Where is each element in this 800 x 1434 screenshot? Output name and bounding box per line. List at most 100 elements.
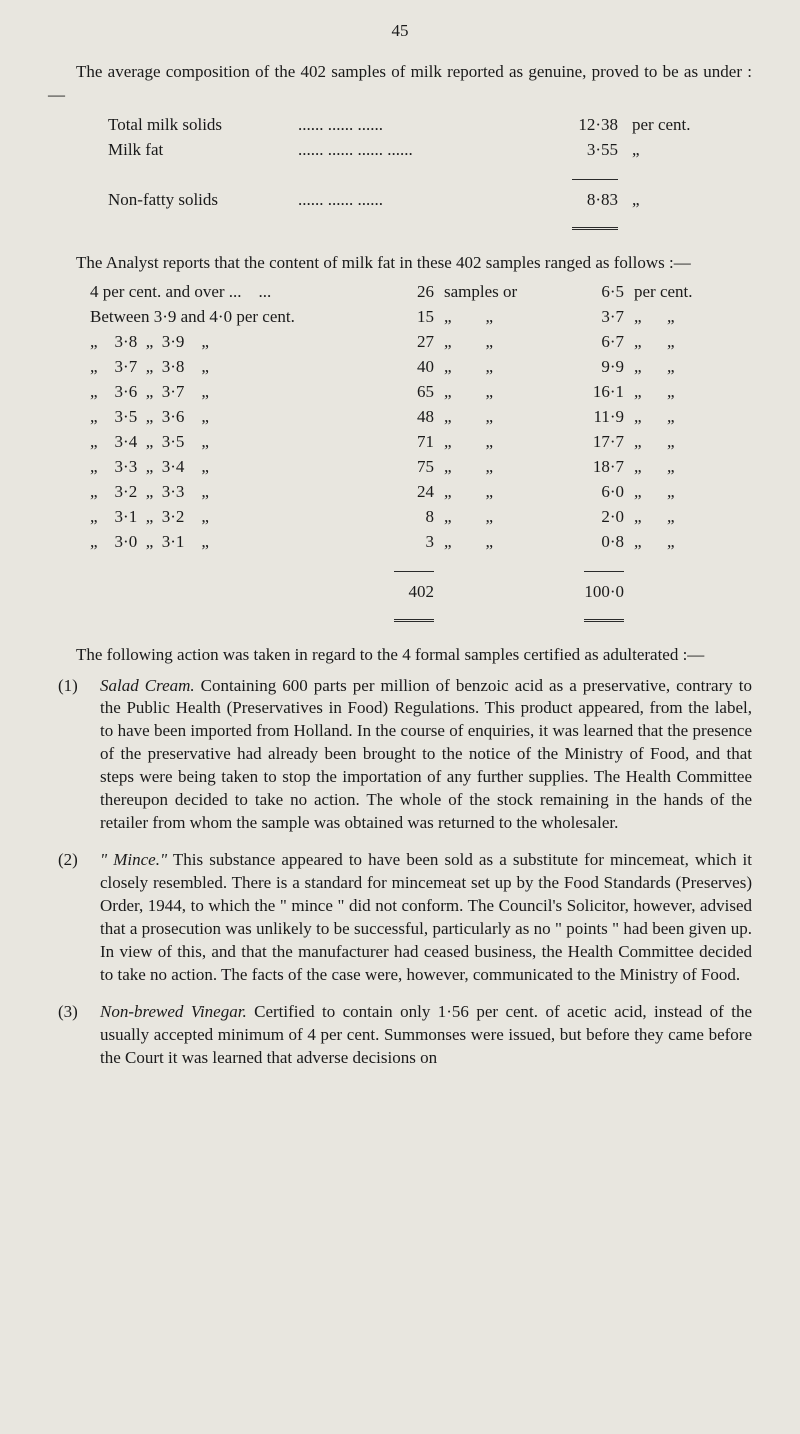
analyst-paragraph: The Analyst reports that the content of … <box>48 252 752 275</box>
comp-dots: ...... ...... ...... <box>298 114 538 137</box>
following-paragraph: The following action was taken in regard… <box>48 644 752 667</box>
fat-sample-count: 40 <box>390 356 434 379</box>
fat-percent: 2·0 <box>564 506 624 529</box>
fat-range: „ 3·8 „ 3·9 „ <box>48 331 390 354</box>
comp-label: Total milk solids <box>48 114 298 137</box>
page: 45 The average composition of the 402 sa… <box>0 0 800 1124</box>
fat-unit: „ „ <box>624 406 744 429</box>
comp-dots: ...... ...... ...... ...... <box>298 139 538 162</box>
fat-total-row: 402 100·0 <box>48 580 752 605</box>
fat-sample-count: 26 <box>390 281 434 304</box>
comp-unit: per cent. <box>618 114 752 137</box>
fat-row: „ 3·3 „ 3·4 „75„ „18·7„ „ <box>48 455 752 480</box>
fat-word: „ „ <box>434 356 564 379</box>
list-title: " Mince." <box>100 850 167 869</box>
fat-word: „ „ <box>434 431 564 454</box>
fat-sample-count: 8 <box>390 506 434 529</box>
fat-word: „ „ <box>434 531 564 554</box>
fat-range: „ 3·2 „ 3·3 „ <box>48 481 390 504</box>
list-item: (2) " Mince." This substance appeared to… <box>48 849 752 987</box>
fat-range: „ 3·4 „ 3·5 „ <box>48 431 390 454</box>
fat-row: „ 3·5 „ 3·6 „48„ „11·9„ „ <box>48 405 752 430</box>
fat-range: „ 3·0 „ 3·1 „ <box>48 531 390 554</box>
list-number: (1) <box>48 675 100 836</box>
fat-unit: „ „ <box>624 381 744 404</box>
fat-row: „ 3·4 „ 3·5 „71„ „17·7„ „ <box>48 430 752 455</box>
fat-word: samples or <box>434 281 564 304</box>
fat-unit: „ „ <box>624 431 744 454</box>
fat-row: „ 3·2 „ 3·3 „24„ „6·0„ „ <box>48 480 752 505</box>
fat-total-pct: 100·0 <box>564 581 624 604</box>
list-body: " Mince." This substance appeared to hav… <box>100 849 752 987</box>
fat-range: „ 3·5 „ 3·6 „ <box>48 406 390 429</box>
fat-total-n: 402 <box>390 581 434 604</box>
fat-percent: 17·7 <box>564 431 624 454</box>
fat-percent: 11·9 <box>564 406 624 429</box>
fat-sample-count: 65 <box>390 381 434 404</box>
fat-unit: „ „ <box>624 481 744 504</box>
fat-percent: 16·1 <box>564 381 624 404</box>
fat-row: „ 3·8 „ 3·9 „27„ „6·7„ „ <box>48 330 752 355</box>
composition-row: Total milk solids ...... ...... ...... 1… <box>48 113 752 138</box>
fat-percent: 9·9 <box>564 356 624 379</box>
list-title: Non-brewed Vinegar. <box>100 1002 247 1021</box>
fat-sample-count: 48 <box>390 406 434 429</box>
fat-percent: 6·0 <box>564 481 624 504</box>
fat-range: Between 3·9 and 4·0 per cent. <box>48 306 390 329</box>
composition-double-rule-row <box>48 213 752 238</box>
list-body: Salad Cream. Containing 600 parts per mi… <box>100 675 752 836</box>
intro-paragraph: The average composition of the 402 sampl… <box>48 61 752 107</box>
page-number: 45 <box>48 20 752 43</box>
fat-percent: 6·5 <box>564 281 624 304</box>
list-title: Salad Cream. <box>100 676 195 695</box>
comp-unit: „ <box>618 189 752 212</box>
fat-percent: 18·7 <box>564 456 624 479</box>
fat-double-rule-row <box>48 605 752 630</box>
comp-dots: ...... ...... ...... <box>298 189 538 212</box>
list-number: (3) <box>48 1001 100 1070</box>
fat-row: „ 3·1 „ 3·2 „8„ „2·0„ „ <box>48 505 752 530</box>
fat-unit: „ „ <box>624 456 744 479</box>
fat-range-table: 4 per cent. and over ... ...26samples or… <box>48 280 752 629</box>
fat-word: „ „ <box>434 481 564 504</box>
fat-row: 4 per cent. and over ... ...26samples or… <box>48 280 752 305</box>
fat-word: „ „ <box>434 331 564 354</box>
comp-value: 12·38 <box>538 114 618 137</box>
comp-value: 8·83 <box>538 189 618 212</box>
fat-unit: „ „ <box>624 306 744 329</box>
fat-range: „ 3·3 „ 3·4 „ <box>48 456 390 479</box>
fat-row: „ 3·7 „ 3·8 „40„ „9·9„ „ <box>48 355 752 380</box>
numbered-list: (1) Salad Cream. Containing 600 parts pe… <box>48 675 752 1070</box>
fat-row: „ 3·6 „ 3·7 „65„ „16·1„ „ <box>48 380 752 405</box>
composition-row: Milk fat ...... ...... ...... ...... 3·5… <box>48 138 752 163</box>
fat-unit: per cent. <box>624 281 744 304</box>
fat-range: „ 3·7 „ 3·8 „ <box>48 356 390 379</box>
list-item: (3) Non-brewed Vinegar. Certified to con… <box>48 1001 752 1070</box>
fat-word: „ „ <box>434 306 564 329</box>
fat-unit: „ „ <box>624 531 744 554</box>
fat-percent: 3·7 <box>564 306 624 329</box>
fat-percent: 0·8 <box>564 531 624 554</box>
fat-sample-count: 71 <box>390 431 434 454</box>
comp-label: Non-fatty solids <box>48 189 298 212</box>
list-number: (2) <box>48 849 100 987</box>
comp-label: Milk fat <box>48 139 298 162</box>
fat-sample-count: 27 <box>390 331 434 354</box>
comp-unit: „ <box>618 139 752 162</box>
list-text: Containing 600 parts per million of benz… <box>100 676 752 833</box>
fat-sample-count: 15 <box>390 306 434 329</box>
list-item: (1) Salad Cream. Containing 600 parts pe… <box>48 675 752 836</box>
fat-range: 4 per cent. and over ... ... <box>48 281 390 304</box>
fat-sample-count: 3 <box>390 531 434 554</box>
fat-word: „ „ <box>434 381 564 404</box>
fat-range: „ 3·1 „ 3·2 „ <box>48 506 390 529</box>
fat-word: „ „ <box>434 456 564 479</box>
fat-word: „ „ <box>434 506 564 529</box>
fat-word: „ „ <box>434 406 564 429</box>
fat-unit: „ „ <box>624 356 744 379</box>
fat-sample-count: 24 <box>390 481 434 504</box>
fat-row: Between 3·9 and 4·0 per cent.15„ „3·7„ „ <box>48 305 752 330</box>
list-text: This substance appeared to have been sol… <box>100 850 752 984</box>
composition-rule-row <box>48 163 752 188</box>
fat-unit: „ „ <box>624 331 744 354</box>
